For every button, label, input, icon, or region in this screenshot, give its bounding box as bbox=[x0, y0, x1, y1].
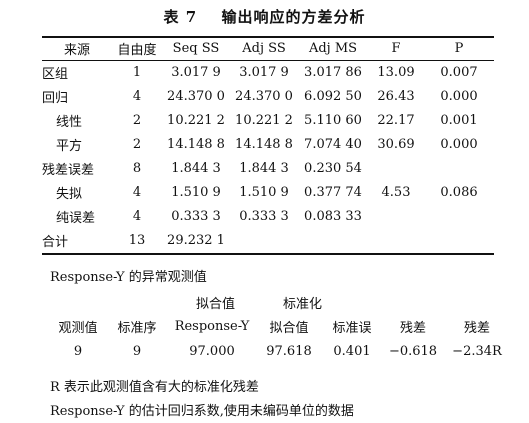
header-std-order: 标准序 bbox=[117, 321, 157, 336]
row-seq-ss: 0.333 3 bbox=[171, 209, 221, 224]
row-df: 4 bbox=[132, 209, 142, 224]
table-row: 失拟 4 1.510 9 1.510 9 0.377 74 4.53 0.086 bbox=[42, 181, 494, 205]
row-p: 0.001 bbox=[440, 113, 478, 128]
row-f bbox=[368, 157, 424, 181]
row-source: 残差误差 bbox=[42, 163, 95, 178]
header-response-y: Response-Y bbox=[174, 319, 250, 334]
header-fitted: 拟合值 bbox=[269, 321, 309, 336]
obs-residual: −0.618 bbox=[388, 344, 438, 359]
row-f bbox=[368, 229, 424, 255]
row-seq-ss: 29.232 1 bbox=[162, 229, 230, 255]
table-row: 线性 2 10.221 2 10.221 2 5.110 60 22.17 0.… bbox=[42, 109, 494, 133]
table-row: 残差误差 8 1.844 3 1.844 3 0.230 54 bbox=[42, 157, 494, 181]
row-p bbox=[424, 157, 494, 181]
row-adj-ss: 24.370 0 bbox=[235, 89, 293, 104]
fitted-value-label: 拟合值 bbox=[196, 297, 236, 312]
row-adj-ms: 0.377 74 bbox=[304, 185, 362, 200]
row-seq-ss: 14.148 8 bbox=[167, 137, 225, 152]
row-seq-ss: 3.017 9 bbox=[171, 65, 221, 80]
obs-response-y: 97.000 bbox=[189, 344, 235, 359]
row-adj-ms: 6.092 50 bbox=[304, 89, 362, 104]
row-seq-ss: 24.370 0 bbox=[167, 89, 225, 104]
header-observation: 观测值 bbox=[58, 321, 98, 336]
row-source: 线性 bbox=[56, 115, 83, 130]
table-row: 9 9 97.000 97.618 0.401 −0.618 −2.34R bbox=[50, 342, 510, 365]
row-p: 0.007 bbox=[440, 65, 478, 80]
row-source: 纯误差 bbox=[56, 211, 96, 226]
header-seq-ss: Seq SS bbox=[162, 36, 230, 61]
row-adj-ms: 0.083 33 bbox=[304, 209, 362, 224]
row-f: 26.43 bbox=[377, 89, 415, 104]
row-source: 回归 bbox=[42, 91, 69, 106]
row-df: 4 bbox=[132, 185, 142, 200]
header-df: 自由度 bbox=[112, 36, 162, 61]
table-title: 输出响应的方差分析 bbox=[221, 8, 366, 26]
row-adj-ss: 14.148 8 bbox=[235, 137, 293, 152]
row-adj-ms: 7.074 40 bbox=[304, 137, 362, 152]
table-row: 回归 4 24.370 0 24.370 0 6.092 50 26.43 0.… bbox=[42, 85, 494, 109]
table-row: 纯误差 4 0.333 3 0.333 3 0.083 33 bbox=[42, 205, 494, 229]
row-p bbox=[424, 205, 494, 229]
row-seq-ss: 1.510 9 bbox=[171, 185, 221, 200]
row-source: 平方 bbox=[56, 139, 83, 154]
row-adj-ss: 3.017 9 bbox=[239, 65, 289, 80]
unusual-observations-heading: Response-Y 的异常观测值 bbox=[50, 270, 207, 285]
row-df: 13 bbox=[112, 229, 162, 255]
header-source: 来源 bbox=[42, 36, 112, 61]
header-adj-ss: Adj SS bbox=[230, 36, 298, 61]
row-adj-ms: 5.110 60 bbox=[304, 113, 362, 128]
row-df: 2 bbox=[132, 113, 142, 128]
row-p: 0.000 bbox=[440, 137, 478, 152]
obs-std-error: 0.401 bbox=[333, 344, 371, 359]
header-residual: 残差 bbox=[399, 321, 426, 336]
table-row: 平方 2 14.148 8 14.148 8 7.074 40 30.69 0.… bbox=[42, 133, 494, 157]
row-df: 1 bbox=[132, 65, 142, 80]
row-f bbox=[368, 205, 424, 229]
row-p bbox=[424, 229, 494, 255]
row-seq-ss: 10.221 2 bbox=[167, 113, 225, 128]
row-df: 4 bbox=[132, 89, 142, 104]
row-f: 13.09 bbox=[377, 65, 415, 80]
unusual-header-row: 观测值 标准序 Response-Y 拟合值 标准误 残差 残差 bbox=[50, 315, 510, 342]
row-df: 2 bbox=[132, 137, 142, 152]
header-f: F bbox=[368, 36, 424, 61]
row-adj-ss: 0.333 3 bbox=[239, 209, 289, 224]
obs-std-residual: −2.34R bbox=[452, 344, 502, 359]
row-seq-ss: 1.844 3 bbox=[171, 161, 221, 176]
header-std-residual: 残差 bbox=[463, 321, 490, 336]
row-source: 区组 bbox=[42, 67, 69, 82]
header-std-error: 标准误 bbox=[332, 321, 372, 336]
row-adj-ms: 3.017 86 bbox=[304, 65, 362, 80]
table-row: 区组 1 3.017 9 3.017 9 3.017 86 13.09 0.00… bbox=[42, 61, 494, 86]
row-source: 失拟 bbox=[56, 187, 83, 202]
obs-fitted: 97.618 bbox=[266, 344, 312, 359]
unusual-observations-table: 观测值 标准序 Response-Y 拟合值 标准误 残差 残差 9 9 97.… bbox=[50, 315, 510, 365]
row-f: 22.17 bbox=[377, 113, 415, 128]
table-caption: 表 7 输出响应的方差分析 bbox=[0, 6, 529, 27]
coefficients-footer: Response-Y 的估计回归系数,使用未编码单位的数据 bbox=[50, 404, 354, 419]
obs-std-order: 9 bbox=[132, 344, 142, 359]
row-df: 8 bbox=[132, 161, 142, 176]
row-adj-ss: 10.221 2 bbox=[235, 113, 293, 128]
row-source: 合计 bbox=[42, 229, 112, 255]
anova-header-row: 来源 自由度 Seq SS Adj SS Adj MS F P bbox=[42, 36, 494, 61]
row-p: 0.086 bbox=[440, 185, 478, 200]
row-adj-ss: 1.510 9 bbox=[239, 185, 289, 200]
table-number: 表 7 bbox=[163, 8, 198, 26]
row-adj-ss bbox=[230, 229, 298, 255]
header-p: P bbox=[424, 36, 494, 61]
standardized-label: 标准化 bbox=[283, 297, 323, 312]
row-adj-ms bbox=[298, 229, 368, 255]
residual-note: R 表示此观测值含有大的标准化残差 bbox=[50, 380, 259, 395]
row-f: 30.69 bbox=[377, 137, 415, 152]
obs-value: 9 bbox=[73, 344, 83, 359]
row-adj-ms: 0.230 54 bbox=[304, 161, 362, 176]
row-f: 4.53 bbox=[381, 185, 411, 200]
table-row: 合计 13 29.232 1 bbox=[42, 229, 494, 255]
header-adj-ms: Adj MS bbox=[298, 36, 368, 61]
anova-table: 来源 自由度 Seq SS Adj SS Adj MS F P 区组 1 3.0… bbox=[42, 36, 494, 255]
row-adj-ss: 1.844 3 bbox=[239, 161, 289, 176]
row-p: 0.000 bbox=[440, 89, 478, 104]
